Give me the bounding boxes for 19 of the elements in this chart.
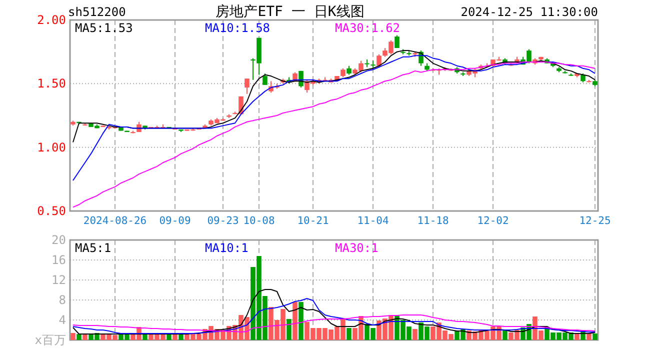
text: MA30:1.62 <box>335 21 400 35</box>
y-tick-label: 8 <box>58 293 66 307</box>
chart-subtitle: sh512200 <box>68 5 126 19</box>
y-tick-label: 20 <box>52 233 66 247</box>
y-tick-label: 2.00 <box>37 13 66 27</box>
text: MA10:1 <box>205 241 248 255</box>
text: MA5:1 <box>75 241 112 255</box>
y-tick-label: 1.00 <box>37 140 66 154</box>
text: MA10:1.58 <box>205 21 270 35</box>
text: MA5:1.53 <box>75 21 133 35</box>
y-tick-label: 4 <box>58 313 66 327</box>
text: 2024-12-25 11:30:00 <box>460 5 598 19</box>
y-tick-label: x百万 <box>34 333 66 347</box>
chart-title: 房地产ETF 一 日K线图 <box>216 4 364 20</box>
y-tick-label: 16 <box>52 253 66 267</box>
y-tick-label: 1.50 <box>37 76 66 91</box>
y-tick-label: 0.50 <box>37 204 66 218</box>
text: MA30:1 <box>335 241 378 255</box>
y-tick-label: 12 <box>52 273 66 287</box>
